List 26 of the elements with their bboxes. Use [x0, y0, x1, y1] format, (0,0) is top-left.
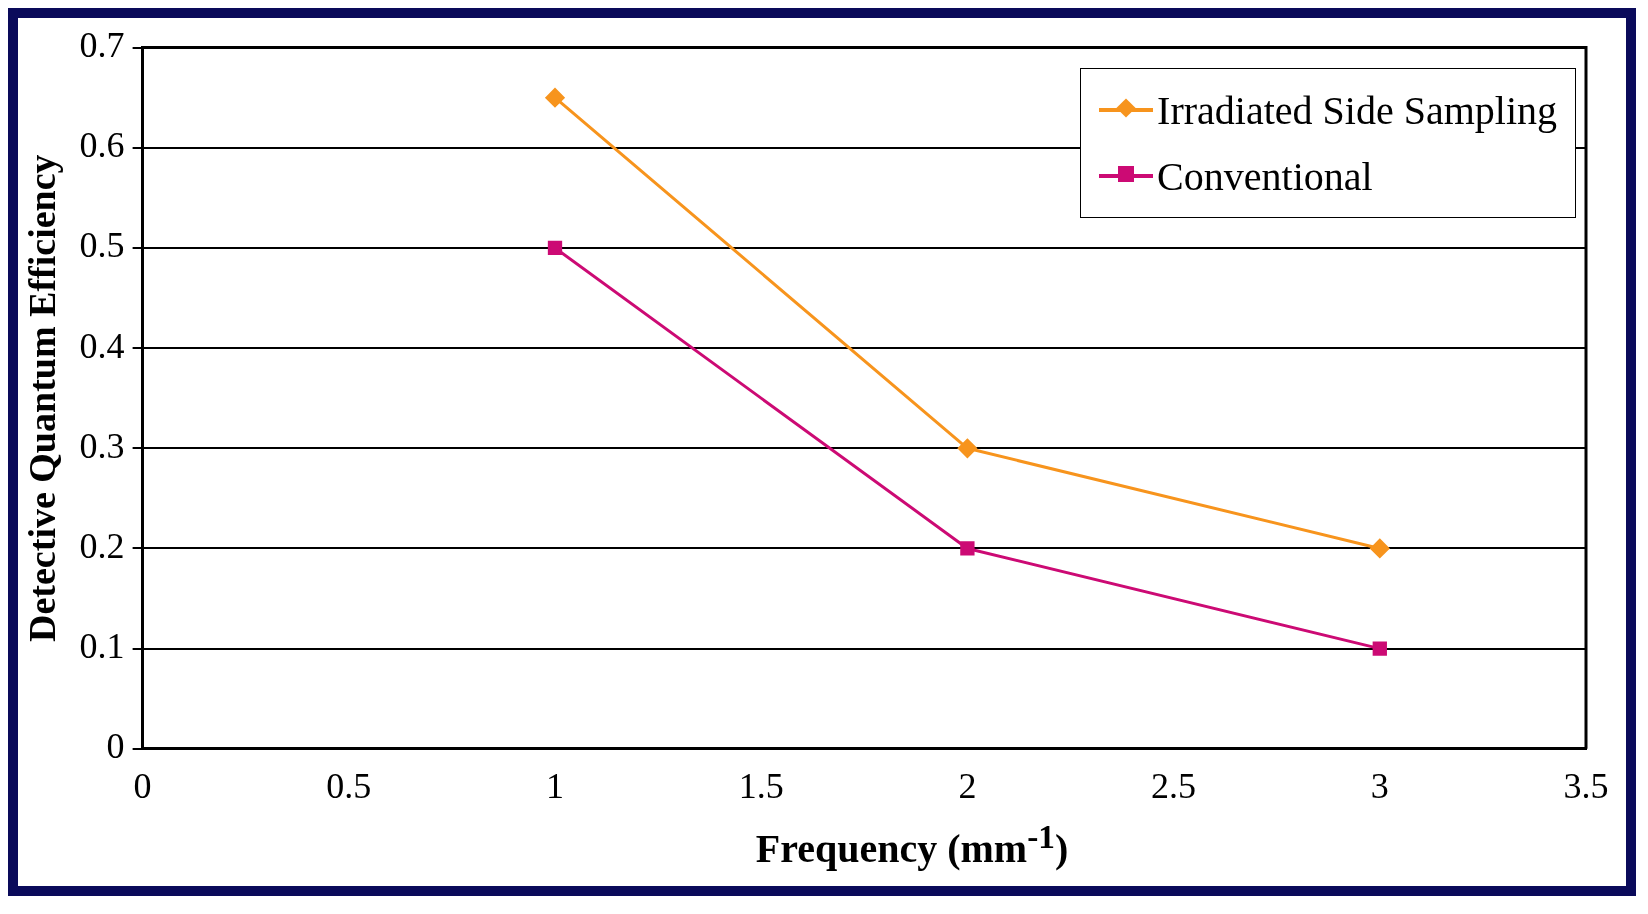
y-tick-label: 0.1: [79, 626, 125, 667]
y-tick-label: 0.2: [79, 525, 125, 566]
legend-label: Conventional: [1157, 152, 1373, 200]
y-tick-label: 0.5: [79, 225, 125, 266]
y-axis-title: Detective Quantum Efficiency: [20, 154, 63, 642]
point: [545, 88, 565, 108]
x-tick-label: 2.5: [1151, 765, 1197, 806]
y-tick-label: 0.3: [79, 425, 125, 466]
point: [957, 438, 977, 458]
point: [1372, 641, 1387, 656]
x-tick-label: 0: [133, 765, 152, 806]
x-tick-label: 2: [958, 765, 977, 806]
legend-label: Irradiated Side Sampling: [1157, 86, 1557, 134]
y-tick-label: 0.6: [79, 125, 125, 166]
point: [1370, 538, 1390, 558]
x-axis-title: Frequency (mm$^{-1}$): [754, 818, 1070, 874]
point: [547, 240, 563, 256]
x-tick-label: 1.5: [738, 765, 784, 806]
y-tick-label: 0: [106, 726, 125, 767]
y-tick-label: 0.7: [79, 25, 125, 66]
x-tick-label: 3.5: [1563, 765, 1609, 806]
x-tick-label: 3: [1370, 765, 1389, 806]
x-tick-label: 0.5: [326, 765, 372, 806]
point: [960, 541, 975, 556]
x-tick-label: 1: [546, 765, 564, 806]
y-tick-label: 0.4: [79, 325, 125, 366]
